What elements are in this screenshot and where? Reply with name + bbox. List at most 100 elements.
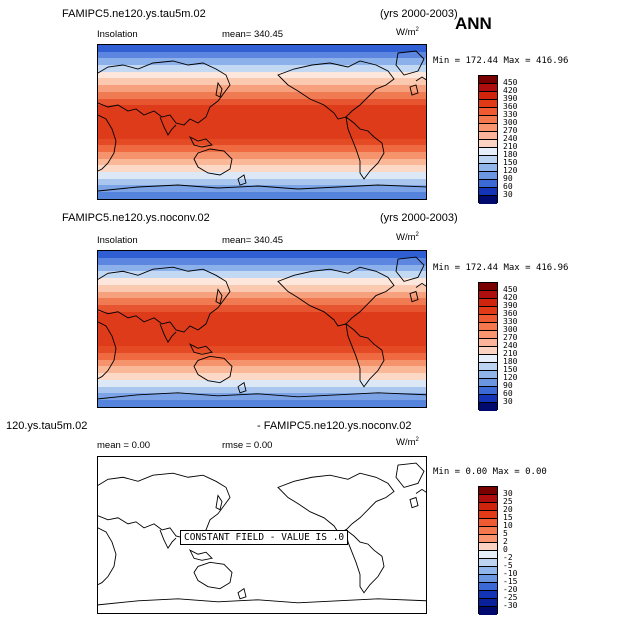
panel1-years: (yrs 2000-2003) — [380, 8, 458, 20]
coastline — [409, 488, 426, 509]
insolation-band — [98, 366, 426, 374]
insolation-band — [98, 298, 426, 306]
colorbar-segment — [479, 519, 497, 527]
colorbar-tick-label: 180 — [503, 150, 518, 159]
colorbar-segment — [479, 591, 497, 599]
insolation-band — [98, 400, 426, 407]
panel3-case-right: - FAMIPC5.ne120.ys.noconv.02 — [257, 420, 412, 432]
colorbar-tick-label: 60 — [503, 182, 513, 191]
panel3-minmax: Min = 0.00 Max = 0.00 — [433, 467, 547, 477]
panel2-years: (yrs 2000-2003) — [380, 212, 458, 224]
panel1-insolation-bands — [98, 45, 426, 199]
coastline — [188, 549, 213, 561]
colorbar-tick-label: 90 — [503, 381, 513, 390]
coastline — [345, 528, 385, 594]
colorbar-tick-label: 120 — [503, 166, 518, 175]
colorbar-tick-label: 15 — [503, 513, 513, 522]
insolation-band — [98, 71, 426, 79]
colorbar-segment — [479, 503, 497, 511]
insolation-band — [98, 192, 426, 199]
insolation-band — [98, 158, 426, 166]
insolation-band — [98, 111, 426, 119]
insolation-band — [98, 251, 426, 258]
insolation-band — [98, 145, 426, 152]
colorbar-tick-label: -5 — [503, 561, 513, 570]
insolation-band — [98, 91, 426, 99]
panel2-mean-label: mean= 340.45 — [222, 235, 284, 246]
insolation-band — [98, 284, 426, 292]
colorbar-segment — [479, 84, 497, 92]
colorbar-tick-label: 240 — [503, 341, 518, 350]
colorbar-segment — [479, 607, 497, 615]
colorbar-segment — [479, 148, 497, 156]
insolation-band — [98, 178, 426, 186]
insolation-band — [98, 352, 426, 360]
coastline — [188, 343, 213, 355]
colorbar-tick-label: 420 — [503, 86, 518, 95]
colorbar-tick-label: -10 — [503, 569, 518, 578]
coastline — [345, 115, 385, 180]
colorbar-segment — [479, 124, 497, 132]
colorbar-tick-label: 300 — [503, 118, 518, 127]
coastline — [277, 266, 395, 327]
colorbar-segment — [479, 132, 497, 140]
colorbar-segment — [479, 180, 497, 188]
panel1-coastlines — [98, 50, 426, 192]
insolation-band — [98, 379, 426, 387]
panel3-mean-label: mean = 0.00 — [97, 440, 151, 451]
colorbar-tick-label: 30 — [503, 397, 513, 406]
colorbar-tick-label: -15 — [503, 577, 518, 586]
colorbar-segment — [479, 172, 497, 180]
colorbar-segment — [479, 355, 497, 363]
coastline — [159, 116, 177, 136]
colorbar-segment — [479, 575, 497, 583]
colorbar-segment — [479, 188, 497, 196]
colorbar-tick-label: 330 — [503, 110, 518, 119]
coastline — [395, 256, 425, 282]
insolation-band — [98, 85, 426, 92]
colorbar-segment — [479, 567, 497, 575]
colorbar-tick-label: 390 — [503, 301, 518, 310]
insolation-band — [98, 138, 426, 146]
colorbar-segment — [479, 363, 497, 371]
colorbar-tick-label: -25 — [503, 593, 518, 602]
coastline — [98, 472, 231, 539]
insolation-band — [98, 51, 426, 59]
insolation-band — [98, 105, 426, 112]
insolation-band — [98, 45, 426, 52]
colorbar-tick-label: 330 — [503, 317, 518, 326]
colorbar-segment — [479, 291, 497, 299]
colorbar-tick-label: 90 — [503, 174, 513, 183]
colorbar-tick-label: 270 — [503, 126, 518, 135]
colorbar-segment — [479, 535, 497, 543]
colorbar-tick-label: 5 — [503, 529, 508, 538]
insolation-band — [98, 325, 426, 333]
coastline — [237, 381, 247, 394]
colorbar-segment — [479, 371, 497, 379]
constant-field-label: CONSTANT FIELD - VALUE IS .0 — [180, 530, 349, 545]
panel1-case-title: FAMIPC5.ne120.ys.tau5m.02 — [62, 8, 206, 20]
coastline — [98, 527, 117, 586]
colorbar-tick-label: -2 — [503, 553, 513, 562]
insolation-band — [98, 185, 426, 193]
coastline — [215, 81, 223, 98]
insolation-band — [98, 65, 426, 72]
colorbar-tick-label: 10 — [503, 521, 513, 530]
insolation-band — [98, 332, 426, 340]
insolation-band — [98, 152, 426, 159]
colorbar-segment — [479, 116, 497, 124]
insolation-band — [98, 312, 426, 319]
colorbar-segment — [479, 100, 497, 108]
insolation-band — [98, 118, 426, 126]
panel3-case-left: 120.ys.tau5m.02 — [6, 420, 88, 432]
coastline — [159, 323, 177, 344]
coastline — [98, 321, 117, 380]
colorbar-segment — [479, 495, 497, 503]
insolation-band — [98, 78, 426, 86]
colorbar-tick-label: 60 — [503, 389, 513, 398]
insolation-band — [98, 359, 426, 367]
coastline — [193, 148, 233, 176]
colorbar-tick-label: 360 — [503, 309, 518, 318]
insolation-band — [98, 125, 426, 132]
colorbar-segment — [479, 403, 497, 411]
